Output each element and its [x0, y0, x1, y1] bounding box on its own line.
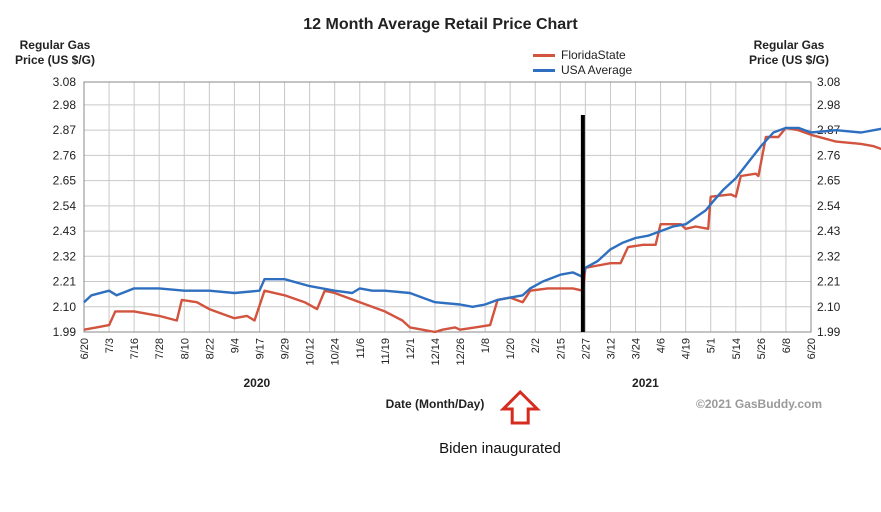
x-tick-label: 7/3 — [104, 338, 116, 353]
x-tick-label: 11/19 — [380, 338, 392, 365]
x-tick-label: 9/4 — [229, 338, 241, 353]
x-tick-label: 10/12 — [305, 338, 317, 366]
y-tick-label-left: 2.21 — [53, 275, 77, 289]
y-tick-label-left: 2.10 — [53, 300, 77, 314]
x-tick-label: 11/6 — [355, 338, 367, 359]
x-tick-label: 5/26 — [756, 338, 768, 359]
legend: FloridaState USA Average — [533, 48, 632, 78]
x-tick-label: 9/29 — [280, 338, 292, 359]
series-line-usa — [83, 126, 881, 308]
y-tick-label-right: 2.43 — [817, 224, 841, 238]
y-tick-label-left: 2.98 — [53, 98, 77, 112]
x-tick-label: 12/1 — [405, 338, 417, 359]
y-tick-label-left: 2.32 — [53, 249, 77, 263]
y-tick-label-right: 3.08 — [817, 75, 841, 89]
x-tick-label: 3/12 — [605, 338, 617, 359]
x-tick-label: 4/19 — [681, 338, 693, 359]
credit-text: ©2021 GasBuddy.com — [696, 397, 822, 411]
x-tick-label: 5/1 — [706, 338, 718, 353]
x-tick-label: 8/22 — [204, 338, 216, 359]
y-tick-label-left: 2.65 — [53, 174, 77, 188]
x-tick-label: 4/6 — [656, 338, 668, 353]
arrow-up-icon — [499, 389, 541, 425]
year-label-2021: 2021 — [632, 376, 659, 390]
x-tick-label: 3/24 — [631, 338, 643, 359]
plot-area — [84, 82, 811, 332]
y-tick-label-left: 2.43 — [53, 224, 77, 238]
plot-frame — [83, 81, 812, 333]
y-tick-label-left: 3.08 — [53, 75, 77, 89]
x-tick-label: 12/26 — [455, 338, 467, 366]
y-tick-label-left: 2.54 — [53, 199, 77, 213]
legend-swatch-florida — [533, 54, 555, 57]
y-tick-label-left: 1.99 — [53, 325, 77, 339]
y-tick-label-right: 2.76 — [817, 148, 841, 162]
x-tick-label: 6/20 — [79, 338, 91, 359]
y-axis-label-right: Regular Gas Price (US $/G) — [748, 38, 830, 67]
x-tick-label: 10/24 — [330, 338, 342, 366]
y-tick-label-left: 2.76 — [53, 148, 77, 162]
y-tick-label-right: 2.32 — [817, 249, 841, 263]
x-tick-label: 7/28 — [154, 338, 166, 359]
x-tick-label: 2/15 — [555, 338, 567, 359]
y-tick-label-right: 2.98 — [817, 98, 841, 112]
x-tick-label: 2/2 — [530, 338, 542, 353]
legend-item-usa: USA Average — [533, 63, 632, 78]
y-tick-label-right: 2.21 — [817, 275, 841, 289]
y-tick-label-left: 2.87 — [53, 123, 77, 137]
x-tick-label: 1/8 — [480, 338, 492, 353]
chart-title: 12 Month Average Retail Price Chart — [303, 16, 578, 33]
x-tick-label: 1/20 — [505, 338, 517, 359]
x-tick-label: 5/14 — [731, 338, 743, 359]
x-tick-label: 9/17 — [254, 338, 266, 359]
x-tick-label: 6/8 — [781, 338, 793, 353]
annotation-text: Biden inaugurated — [439, 440, 561, 457]
y-tick-label-right: 2.10 — [817, 300, 841, 314]
y-axis-label-left: Regular Gas Price (US $/G) — [14, 38, 96, 67]
x-axis-label: Date (Month/Day) — [385, 397, 485, 411]
x-tick-label: 2/27 — [580, 338, 592, 359]
legend-item-florida: FloridaState — [533, 48, 632, 63]
y-tick-label-right: 2.54 — [817, 199, 841, 213]
legend-label-usa: USA Average — [561, 63, 633, 77]
x-tick-label: 7/16 — [129, 338, 141, 359]
y-tick-label-right: 1.99 — [817, 325, 841, 339]
year-label-2020: 2020 — [243, 376, 271, 390]
x-tick-label: 6/20 — [806, 338, 818, 359]
y-tick-label-right: 2.65 — [817, 174, 841, 188]
x-tick-label: 8/10 — [179, 338, 191, 359]
legend-label-florida: FloridaState — [561, 48, 626, 62]
legend-swatch-usa — [533, 69, 555, 72]
x-tick-label: 12/14 — [430, 338, 442, 366]
